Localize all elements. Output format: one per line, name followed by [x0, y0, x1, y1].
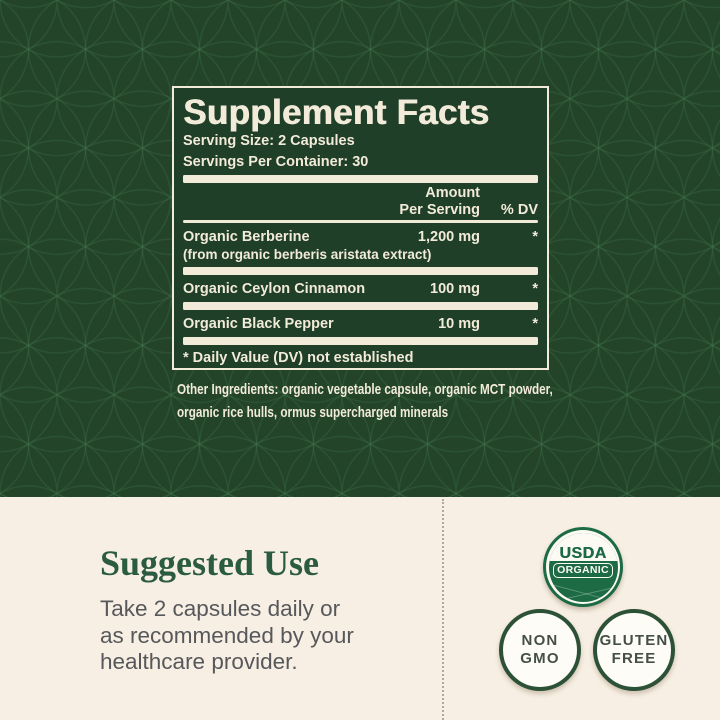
ingredient-amount: 1,200 mg: [417, 229, 480, 245]
ingredient-row-cinnamon: Organic Ceylon Cinnamon 100 mg *: [183, 275, 538, 298]
ingredient-detail: (from organic berberis aristata extract): [183, 247, 432, 262]
servings-per-container: Servings Per Container: 30: [183, 153, 369, 170]
ingredient-name: Organic Ceylon Cinnamon: [183, 281, 366, 297]
panel-title: Supplement Facts: [183, 93, 490, 132]
serving-size: Serving Size: 2 Capsules: [183, 133, 355, 149]
column-header-amount: Amount Per Serving: [380, 185, 480, 218]
suggested-use-text: Take 2 capsules daily or as recommended …: [100, 596, 354, 674]
separator-bar: [183, 175, 538, 183]
ingredient-dv: *: [532, 316, 538, 332]
ingredient-name: Organic Berberine: [183, 229, 310, 245]
other-ingredients: Other Ingredients: organic vegetable cap…: [177, 381, 553, 421]
ingredient-amount: 100 mg: [430, 281, 480, 297]
ingredient-row-berberine: Organic Berberine 1,200 mg * (from organ…: [183, 223, 538, 263]
column-header-dv: % DV: [500, 201, 538, 218]
column-headers: Amount Per Serving % DV: [183, 185, 538, 218]
gluten-free-badge: GLUTEN FREE: [593, 609, 675, 691]
ingredient-amount: 10 mg: [438, 316, 480, 332]
field-furrow-line: [562, 583, 618, 601]
usda-seal-top: USDA: [548, 532, 618, 562]
separator-bar: [183, 302, 538, 310]
label-top-section: Supplement Facts Serving Size: 2 Capsule…: [0, 0, 720, 497]
ingredient-row-black-pepper: Organic Black Pepper 10 mg *: [183, 310, 538, 333]
supplement-facts-panel: Supplement Facts Serving Size: 2 Capsule…: [172, 86, 549, 370]
usda-seal-core: USDA ORGANIC: [548, 532, 618, 602]
per-serving-label: Per Serving: [399, 201, 480, 218]
separator-bar: [183, 337, 538, 345]
usda-text: USDA: [559, 544, 607, 562]
separator-line: [183, 220, 538, 223]
ingredient-name: Organic Black Pepper: [183, 316, 334, 332]
panel-fold-divider: [442, 499, 444, 720]
organic-text: ORGANIC: [552, 562, 614, 578]
ingredient-dv: *: [532, 281, 538, 297]
suggested-use-title: Suggested Use: [100, 543, 320, 583]
gluten-free-text: GLUTEN FREE: [599, 632, 669, 667]
usda-seal-bottom: ORGANIC: [548, 561, 618, 602]
label-bottom-section: Suggested Use Take 2 capsules daily or a…: [0, 497, 720, 720]
separator-bar: [183, 267, 538, 275]
non-gmo-badge: NON GMO: [499, 609, 581, 691]
usda-organic-badge: USDA ORGANIC: [543, 527, 623, 607]
ingredient-dv: *: [532, 229, 538, 245]
dv-footnote: * Daily Value (DV) not established: [183, 350, 414, 366]
non-gmo-text: NON GMO: [520, 632, 560, 667]
amount-label: Amount: [425, 185, 480, 201]
